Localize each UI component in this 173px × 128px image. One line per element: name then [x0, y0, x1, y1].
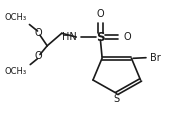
Text: O: O [34, 51, 42, 61]
Text: HN: HN [62, 32, 77, 42]
Text: OCH₃: OCH₃ [5, 67, 27, 76]
Text: O: O [123, 32, 131, 42]
Text: S: S [114, 94, 120, 104]
Text: O: O [34, 28, 42, 38]
Text: S: S [96, 30, 105, 44]
Text: Br: Br [150, 53, 161, 63]
Text: O: O [97, 9, 104, 19]
Text: OCH₃: OCH₃ [4, 13, 26, 22]
